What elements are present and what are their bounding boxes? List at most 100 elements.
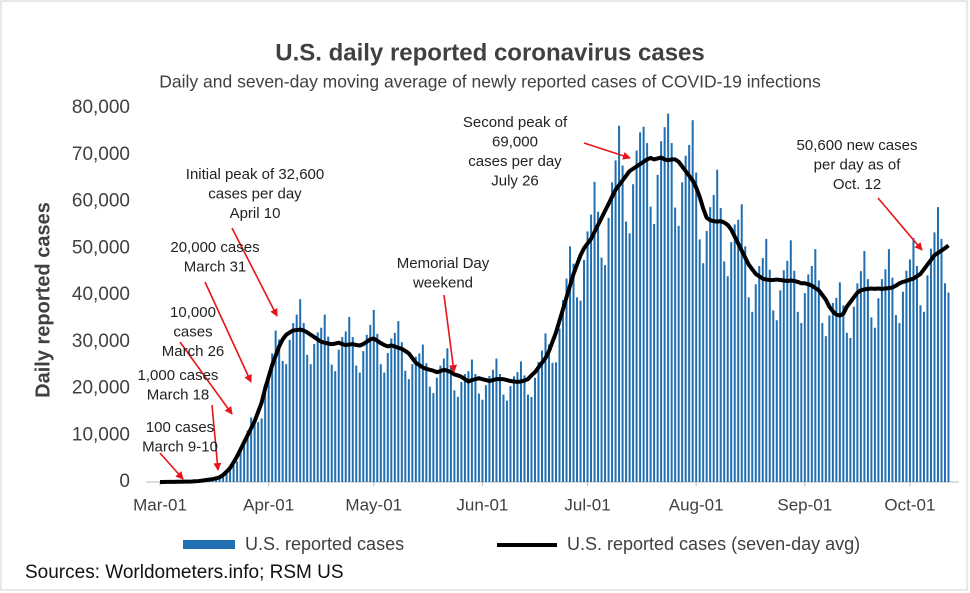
bar [274, 330, 277, 482]
bar [236, 461, 239, 482]
bar [555, 362, 558, 482]
bar [845, 332, 848, 482]
annotation: Second peak of [463, 114, 568, 131]
bar [810, 266, 813, 482]
bar [390, 338, 393, 482]
bar [569, 246, 572, 482]
bar [432, 393, 435, 482]
bar [684, 155, 687, 482]
x-tick-label: Mar-01 [133, 495, 187, 514]
bar [495, 358, 498, 482]
bar [688, 144, 691, 482]
bar [362, 351, 365, 482]
bar [271, 353, 274, 482]
bar [894, 315, 897, 482]
bar [744, 246, 747, 482]
bar [709, 207, 712, 483]
line-series [160, 155, 950, 484]
annotation: 69,000 [492, 133, 538, 150]
bar [779, 290, 782, 482]
arrow [231, 227, 278, 317]
bar [264, 393, 267, 482]
bar [702, 263, 705, 482]
bar [653, 223, 656, 482]
bar [477, 393, 480, 482]
bar [625, 221, 628, 483]
bar [302, 323, 305, 482]
bar [768, 269, 771, 482]
bar [796, 311, 799, 482]
bar [663, 127, 666, 482]
bar [670, 143, 673, 482]
arrow [204, 281, 252, 383]
bar [428, 386, 431, 482]
bar [488, 375, 491, 482]
bar [901, 291, 904, 482]
bar [246, 430, 249, 482]
bar [838, 282, 841, 482]
bar [877, 298, 880, 482]
bar [411, 364, 414, 482]
bar [260, 418, 263, 482]
bar [929, 248, 932, 482]
bar [344, 331, 347, 482]
bar [611, 182, 614, 482]
bar [467, 371, 470, 482]
bar [456, 396, 459, 482]
bar [572, 263, 575, 482]
bar [519, 361, 522, 482]
bar [621, 165, 624, 482]
bar [309, 364, 312, 482]
bar [873, 327, 876, 482]
bar [327, 336, 330, 482]
annotation: March 26 [162, 343, 225, 360]
annotation: Initial peak of 32,600 [186, 166, 324, 183]
annotation: 50,600 new cases [797, 137, 918, 154]
bar [379, 364, 382, 482]
bar [365, 334, 368, 482]
bar [919, 305, 922, 482]
arrow [179, 341, 233, 415]
bar [891, 277, 894, 482]
bar [926, 275, 929, 482]
bar [933, 232, 936, 482]
bar [239, 450, 242, 482]
bar [772, 310, 775, 482]
bar [800, 323, 803, 482]
bar [754, 284, 757, 482]
bar [852, 306, 855, 482]
bar [716, 169, 719, 482]
bar [257, 422, 260, 482]
bar [597, 211, 600, 482]
bar [761, 258, 764, 482]
bar [821, 323, 824, 482]
bar [505, 400, 508, 482]
bar [288, 339, 291, 482]
bar [404, 370, 407, 482]
bar [786, 260, 789, 482]
bar [733, 224, 736, 482]
bar [323, 314, 326, 482]
bar [726, 276, 729, 482]
bar [446, 348, 449, 482]
bar [642, 126, 645, 482]
annotation: cases per day [468, 153, 562, 170]
x-tick-label: Oct-01 [884, 495, 935, 514]
bar [667, 113, 670, 483]
bar [330, 364, 333, 482]
bar [292, 323, 295, 482]
arrow [159, 452, 184, 480]
bar [474, 374, 477, 482]
bar [712, 194, 715, 482]
legend-label: U.S. reported cases [245, 534, 404, 554]
bar [418, 353, 421, 482]
bar [537, 361, 540, 482]
x-tick-label: Aug-01 [669, 495, 724, 514]
annotation: Memorial Day [397, 255, 490, 272]
bar [516, 372, 519, 482]
bar [372, 309, 375, 482]
bar [576, 297, 579, 482]
bar [425, 363, 428, 482]
bar [460, 381, 463, 482]
